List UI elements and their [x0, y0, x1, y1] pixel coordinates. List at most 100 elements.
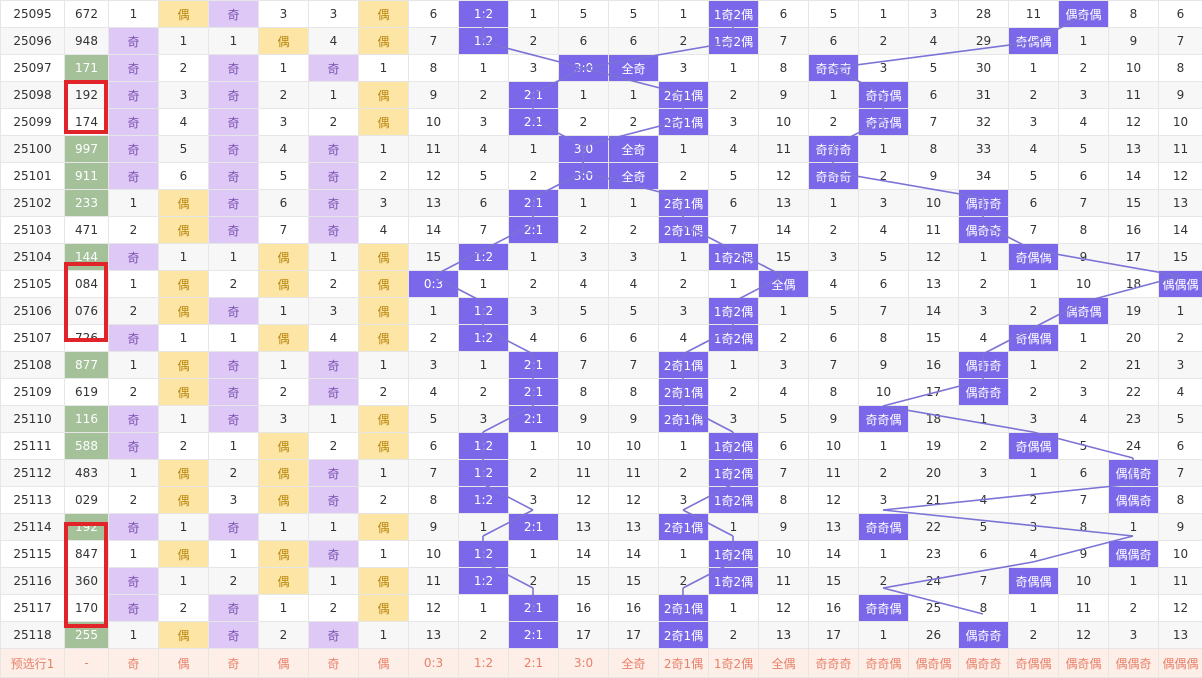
trend-cell: 12: [409, 595, 459, 622]
preselect-option[interactable]: 奇: [109, 649, 159, 678]
trend-cell: 奇: [209, 406, 259, 433]
trend-cell: 偶: [159, 541, 209, 568]
trend-cell: 11: [409, 568, 459, 595]
trend-cell: 16: [809, 595, 859, 622]
trend-cell: 1:2: [459, 433, 509, 460]
trend-cell: 奇奇奇: [809, 136, 859, 163]
trend-cell: 奇: [209, 217, 259, 244]
trend-cell: 偶: [259, 460, 309, 487]
preselect-option[interactable]: 全偶: [759, 649, 809, 678]
trend-cell: 8: [409, 487, 459, 514]
trend-cell: 1: [259, 514, 309, 541]
trend-cell: 7: [909, 109, 959, 136]
trend-cell: 3: [209, 487, 259, 514]
trend-cell: 奇: [309, 163, 359, 190]
trend-cell: 1: [359, 55, 409, 82]
trend-cell: 3: [509, 55, 559, 82]
preselect-option[interactable]: 1:2: [459, 649, 509, 678]
trend-cell: 4: [659, 325, 709, 352]
trend-cell: 3: [459, 406, 509, 433]
preselect-option[interactable]: 偶奇奇: [959, 649, 1009, 678]
trend-cell: 8: [809, 379, 859, 406]
preselect-option[interactable]: 奇奇奇: [809, 649, 859, 678]
trend-cell: 1: [309, 82, 359, 109]
trend-cell: 11: [759, 568, 809, 595]
trend-cell: 奇: [309, 352, 359, 379]
trend-cell: 2: [859, 28, 909, 55]
trend-cell: 10: [1059, 271, 1109, 298]
trend-cell: 7: [859, 298, 909, 325]
preselect-option[interactable]: 偶: [159, 649, 209, 678]
preselect-option[interactable]: 全奇: [609, 649, 659, 678]
trend-cell: 1: [259, 595, 309, 622]
trend-cell: 1: [659, 244, 709, 271]
trend-cell: 偶: [159, 622, 209, 649]
preselect-option[interactable]: 0:3: [409, 649, 459, 678]
trend-cell: 13: [809, 514, 859, 541]
draw-number: 672: [65, 1, 109, 28]
trend-cell: 5: [559, 1, 609, 28]
trend-cell: 3:0: [559, 136, 609, 163]
preselect-option[interactable]: 偶: [359, 649, 409, 678]
preselect-option[interactable]: 偶奇偶: [909, 649, 959, 678]
trend-cell: 2: [959, 271, 1009, 298]
trend-cell: 6: [609, 28, 659, 55]
trend-cell: 偶: [359, 244, 409, 271]
preselect-option[interactable]: 1奇2偶: [709, 649, 759, 678]
trend-cell: 11: [609, 460, 659, 487]
trend-cell: 3: [259, 1, 309, 28]
trend-cell: 6: [1159, 1, 1202, 28]
trend-cell: 偶偶奇: [1109, 487, 1159, 514]
trend-cell: 奇: [309, 55, 359, 82]
trend-cell: 奇: [109, 514, 159, 541]
trend-cell: 8: [559, 379, 609, 406]
trend-cell: 偶奇奇: [959, 190, 1009, 217]
trend-cell: 2: [259, 622, 309, 649]
preselect-option[interactable]: -: [65, 649, 109, 678]
draw-number: 360: [65, 568, 109, 595]
preselect-option[interactable]: 奇: [209, 649, 259, 678]
trend-cell: 1:2: [459, 541, 509, 568]
preselect-option[interactable]: 2奇1偶: [659, 649, 709, 678]
issue-number: 25101: [1, 163, 65, 190]
trend-cell: 偶: [159, 352, 209, 379]
preselect-option[interactable]: 偶: [259, 649, 309, 678]
trend-cell: 9: [1059, 244, 1109, 271]
preselect-option[interactable]: 2:1: [509, 649, 559, 678]
trend-cell: 1奇2偶: [709, 28, 759, 55]
preselect-row-label[interactable]: 预选行1: [1, 649, 65, 678]
preselect-option[interactable]: 3:0: [559, 649, 609, 678]
trend-cell: 2: [259, 82, 309, 109]
trend-cell: 1: [109, 352, 159, 379]
trend-cell: 1: [659, 136, 709, 163]
preselect-option[interactable]: 奇: [309, 649, 359, 678]
trend-cell: 2:1: [509, 622, 559, 649]
trend-cell: 11: [409, 136, 459, 163]
trend-cell: 偶奇奇: [959, 622, 1009, 649]
trend-cell: 1: [209, 541, 259, 568]
trend-cell: 奇: [109, 433, 159, 460]
trend-cell: 6: [809, 28, 859, 55]
trend-cell: 5: [1159, 406, 1202, 433]
trend-cell: 7: [1159, 28, 1202, 55]
trend-cell: 5: [1059, 136, 1109, 163]
preselect-option[interactable]: 偶偶偶: [1159, 649, 1202, 678]
trend-cell: 2: [409, 325, 459, 352]
preselect-option[interactable]: 偶偶奇: [1109, 649, 1159, 678]
trend-cell: 奇: [109, 163, 159, 190]
trend-cell: 1: [459, 352, 509, 379]
trend-cell: 奇: [209, 352, 259, 379]
trend-cell: 10: [1059, 568, 1109, 595]
preselect-option[interactable]: 奇偶偶: [1009, 649, 1059, 678]
trend-cell: 10: [559, 433, 609, 460]
preselect-option[interactable]: 偶奇偶: [1059, 649, 1109, 678]
issue-number: 25103: [1, 217, 65, 244]
trend-cell: 8: [759, 487, 809, 514]
preselect-option[interactable]: 奇奇偶: [859, 649, 909, 678]
trend-cell: 10: [409, 541, 459, 568]
